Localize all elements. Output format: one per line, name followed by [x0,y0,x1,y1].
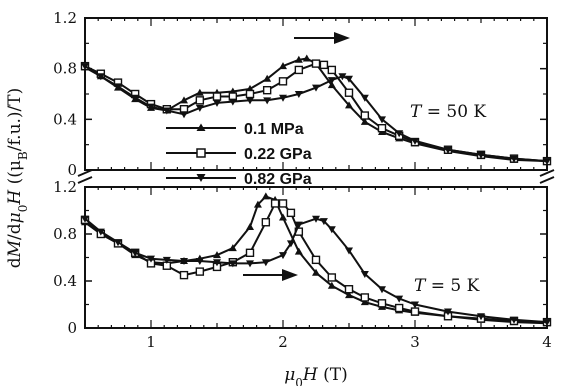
panel-0-series-1-point [214,93,221,100]
panel-1-series-1-point [262,219,269,226]
legend-entry-2: 0.82 GPa [166,171,312,188]
panel-1-ytick-label: 0.4 [53,272,77,290]
panel-0-series-1-point [264,87,271,94]
panel-0-ytick-label: 0.8 [53,60,77,78]
panel-0-series-2-point [180,111,188,118]
panel-1-series-1-point [287,209,294,216]
top-temperature-label: T = 50 K [410,102,486,122]
panel-1-series-1-point [272,200,279,207]
panel-1-ytick-label: 0 [67,319,77,337]
panel-0-series-1-point [247,91,254,98]
panel-0-ytick-label: 0.4 [53,110,77,128]
top-field-arrow [294,32,350,44]
panel-1-series-1-point [328,274,335,281]
panel-1-series-0-point [246,223,254,230]
panel-0-series-1-point [361,112,368,119]
panel-1-series-1-point [412,308,419,315]
legend-label-2: 0.82 GPa [244,171,312,188]
panel-1-series-1-point [280,200,287,207]
panel-0-series-1-point [295,66,302,73]
axis-break-left [78,170,92,183]
panel-0-ytick-label: 1.2 [53,9,77,27]
legend-label-0: 0.1 MPa [244,121,304,138]
panel-0-series-1-point [328,66,335,73]
legend-entry-0: 0.1 MPa [166,121,304,138]
panel-1-series-0-point [262,192,270,199]
panel-1-xtick-label: 4 [542,333,552,351]
panel-1-series-1-point [313,256,320,263]
panel-1-series-1-point [361,294,368,301]
panel-1-series-1-point [181,272,188,279]
panel-1-series-1-point [396,305,403,312]
panel-0-series-1-point [320,61,327,68]
panel-0-series-1-point [280,78,287,85]
bottom-field-arrow [243,269,298,281]
panel-1-series-1-point [247,249,254,256]
legend-label-1: 0.22 GPa [244,146,312,163]
panel-1-series-1-point [346,286,353,293]
x-axis-label: μ0H (T) [284,365,348,386]
panel-0-series-1-point [313,60,320,67]
legend: 0.1 MPa 0.22 GPa 0.82 GPa [166,121,312,188]
legend-entry-1: 0.22 GPa [166,146,312,163]
panel-1-series-0-point [279,214,287,221]
legend-marker-square [197,149,205,157]
y-axis-label: dM/dμ0H ((μB/f.u.)/T) [5,88,30,269]
panel-1-ytick-label: 1.2 [53,178,77,196]
bottom-temperature-label: T = 5 K [414,276,480,296]
top-panel-frame [85,18,547,170]
panel-1-ytick-label: 0.8 [53,225,77,243]
panel-0-series-1-point [196,97,203,104]
panel-1-series-1-point [196,268,203,275]
panel-0-series-1-point [346,89,353,96]
panel-1-xtick-label: 2 [278,333,288,351]
panel-1-series-0-point [295,248,303,255]
axis-break-right [540,170,554,183]
panel-0-series-1-point [379,125,386,132]
panel-0-ytick-label: 0 [67,161,77,179]
panel-1-xtick-label: 3 [410,333,420,351]
panel-1-series-1-point [379,300,386,307]
panel-1-xtick-label: 1 [146,333,156,351]
